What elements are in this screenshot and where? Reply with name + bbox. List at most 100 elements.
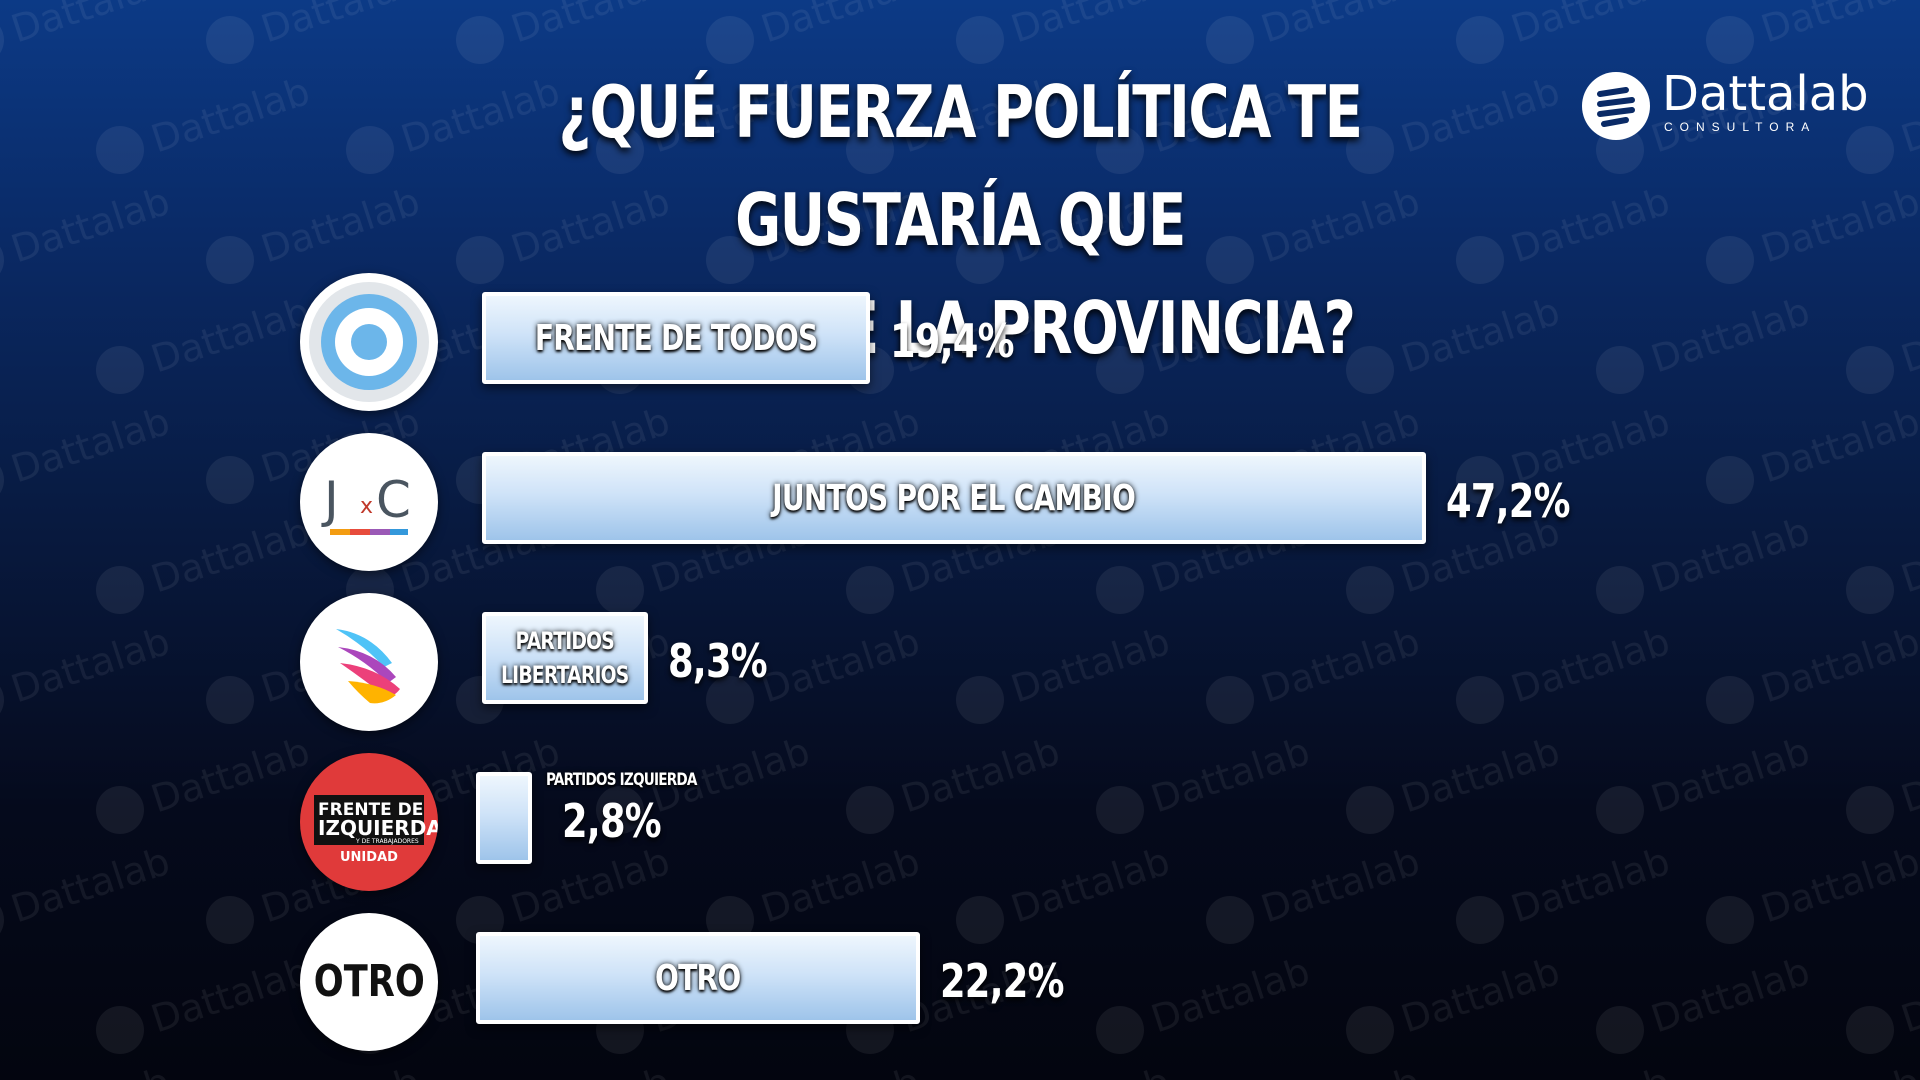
bar-label-otro: OTRO bbox=[655, 957, 741, 999]
watermark-text: Dattalab bbox=[256, 0, 425, 51]
watermark-text: Dattalab bbox=[1256, 839, 1425, 931]
watermark-text: Dattalab bbox=[1896, 289, 1920, 381]
watermark-item: Dattalab bbox=[1846, 949, 1920, 1054]
frente-de-todos-logo bbox=[300, 273, 438, 411]
watermark-text: Dattalab bbox=[1756, 619, 1920, 711]
watermark-item: Dattalab bbox=[1846, 509, 1920, 614]
watermark-item: Dattalab bbox=[1206, 619, 1425, 724]
watermark-item: Dattalab bbox=[506, 1059, 675, 1080]
jxc-c: C bbox=[376, 471, 411, 529]
watermark-item: Dattalab bbox=[96, 729, 315, 834]
frente-de-izquierda-logo: FRENTE DE IZQUIERDA Y DE TRABAJADORES UN… bbox=[300, 753, 438, 891]
watermark-item: Dattalab bbox=[1456, 619, 1675, 724]
bar-juntos-por-el-cambio: JUNTOS POR EL CAMBIO bbox=[482, 452, 1426, 544]
watermark-text: Dattalab bbox=[1756, 839, 1920, 931]
watermark-text: Dattalab bbox=[756, 0, 925, 51]
watermark-item: Dattalab bbox=[96, 949, 315, 1054]
watermark-text: Dattalab bbox=[1006, 619, 1175, 711]
watermark-item: Dattalab bbox=[1346, 729, 1565, 834]
page-title: ¿QUÉ FUERZA POLÍTICA TE GUSTARÍA QUE GOB… bbox=[469, 58, 1452, 382]
watermark-item: Dattalab bbox=[1596, 289, 1815, 394]
watermark-item: Dattalab bbox=[256, 1059, 425, 1080]
watermark-item: Dattalab bbox=[1456, 839, 1675, 944]
watermark-item: Dattalab bbox=[1846, 289, 1920, 394]
watermark-item: Dattalab bbox=[96, 289, 315, 394]
value-partidos-libertarios: 8,3% bbox=[668, 634, 768, 688]
watermark-item: Dattalab bbox=[1506, 1059, 1675, 1080]
watermark-text: Dattalab bbox=[1756, 0, 1920, 51]
watermark-text: Dattalab bbox=[1896, 949, 1920, 1041]
watermark-item: Dattalab bbox=[1706, 0, 1920, 64]
watermark-text: Dattalab bbox=[1506, 179, 1675, 271]
bar-label-partidos-izquierda: PARTIDOS IZQUIERDA bbox=[546, 770, 697, 790]
otro-logo-text: OTRO bbox=[313, 956, 425, 1007]
watermark-item: Dattalab bbox=[956, 619, 1175, 724]
watermark-text: Dattalab bbox=[756, 839, 925, 931]
watermark-text: Dattalab bbox=[1896, 729, 1920, 821]
watermark-text: Dattalab bbox=[146, 289, 315, 381]
fit-line-2: IZQUIERDA bbox=[318, 816, 438, 840]
watermark-text: Dattalab bbox=[256, 179, 425, 271]
watermark-item: Dattalab bbox=[96, 69, 315, 174]
watermark-text: Dattalab bbox=[1646, 289, 1815, 381]
watermark-item: Dattalab bbox=[0, 619, 175, 724]
watermark-item: Dattalab bbox=[1596, 949, 1815, 1054]
watermark-item: Dattalab bbox=[1456, 179, 1675, 284]
watermark-item: Dattalab bbox=[1206, 839, 1425, 944]
watermark-text: Dattalab bbox=[1646, 949, 1815, 1041]
watermark-item: Dattalab bbox=[1756, 1059, 1920, 1080]
watermark-text: Dattalab bbox=[146, 69, 315, 161]
watermark-item: Dattalab bbox=[1256, 1059, 1425, 1080]
brand-name: Dattalab bbox=[1662, 66, 1869, 122]
watermark-text: Dattalab bbox=[6, 619, 175, 711]
bar-label-juntos-por-el-cambio: JUNTOS POR EL CAMBIO bbox=[772, 477, 1137, 519]
watermark-text: Dattalab bbox=[1006, 839, 1175, 931]
watermark-item: Dattalab bbox=[1596, 509, 1815, 614]
bar-label-partidos-libertarios: PARTIDOS LIBERTARIOS bbox=[501, 627, 629, 689]
watermark-item: Dattalab bbox=[1456, 0, 1675, 64]
libertarios-logo bbox=[300, 593, 438, 731]
watermark-text: Dattalab bbox=[1896, 69, 1920, 161]
bar-label-frente-de-todos: FRENTE DE TODOS bbox=[534, 317, 818, 359]
watermark-text: Dattalab bbox=[1756, 1059, 1920, 1080]
fit-line-3: Y DE TRABAJADORES bbox=[355, 838, 419, 845]
watermark-item: Dattalab bbox=[1096, 729, 1315, 834]
watermark-text: Dattalab bbox=[1006, 1059, 1175, 1080]
watermark-text: Dattalab bbox=[1146, 949, 1315, 1041]
watermark-text: Dattalab bbox=[1506, 0, 1675, 51]
bar-frente-de-todos: FRENTE DE TODOS bbox=[482, 292, 870, 384]
jxc-x: x bbox=[360, 494, 373, 519]
watermark-text: Dattalab bbox=[1646, 729, 1815, 821]
brand-subtitle: CONSULTORA bbox=[1664, 120, 1817, 134]
watermark-item: Dattalab bbox=[206, 0, 425, 64]
watermark-text: Dattalab bbox=[896, 729, 1065, 821]
watermark-text: Dattalab bbox=[506, 1059, 675, 1080]
watermark-text: Dattalab bbox=[146, 509, 315, 601]
watermark-text: Dattalab bbox=[1506, 1059, 1675, 1080]
jxc-j: J bbox=[321, 471, 339, 529]
watermark-item: Dattalab bbox=[96, 509, 315, 614]
fit-line-4: UNIDAD bbox=[340, 850, 398, 865]
watermark-item: Dattalab bbox=[1346, 949, 1565, 1054]
watermark-item: Dattalab bbox=[846, 729, 1065, 834]
title-line-1: ¿QUÉ FUERZA POLÍTICA TE GUSTARÍA QUE bbox=[558, 70, 1364, 262]
watermark-text: Dattalab bbox=[1146, 729, 1315, 821]
fit-line-1: FRENTE DE bbox=[318, 800, 423, 820]
watermark-text: Dattalab bbox=[1756, 399, 1920, 491]
bar-partidos-libertarios: PARTIDOS LIBERTARIOS bbox=[482, 612, 648, 704]
watermark-item: Dattalab bbox=[1706, 399, 1920, 504]
watermark-text: Dattalab bbox=[756, 619, 925, 711]
watermark-text: Dattalab bbox=[1396, 949, 1565, 1041]
watermark-item: Dattalab bbox=[1846, 729, 1920, 834]
watermark-text: Dattalab bbox=[6, 399, 175, 491]
watermark-text: Dattalab bbox=[506, 0, 675, 51]
watermark-item: Dattalab bbox=[1706, 179, 1920, 284]
watermark-text: Dattalab bbox=[1756, 179, 1920, 271]
watermark-text: Dattalab bbox=[1506, 839, 1675, 931]
watermark-text: Dattalab bbox=[146, 949, 315, 1041]
watermark-text: Dattalab bbox=[1396, 729, 1565, 821]
watermark-text: Dattalab bbox=[1006, 0, 1175, 51]
watermark-text: Dattalab bbox=[756, 1059, 925, 1080]
watermark-text: Dattalab bbox=[6, 839, 175, 931]
watermark-item: Dattalab bbox=[1006, 1059, 1175, 1080]
